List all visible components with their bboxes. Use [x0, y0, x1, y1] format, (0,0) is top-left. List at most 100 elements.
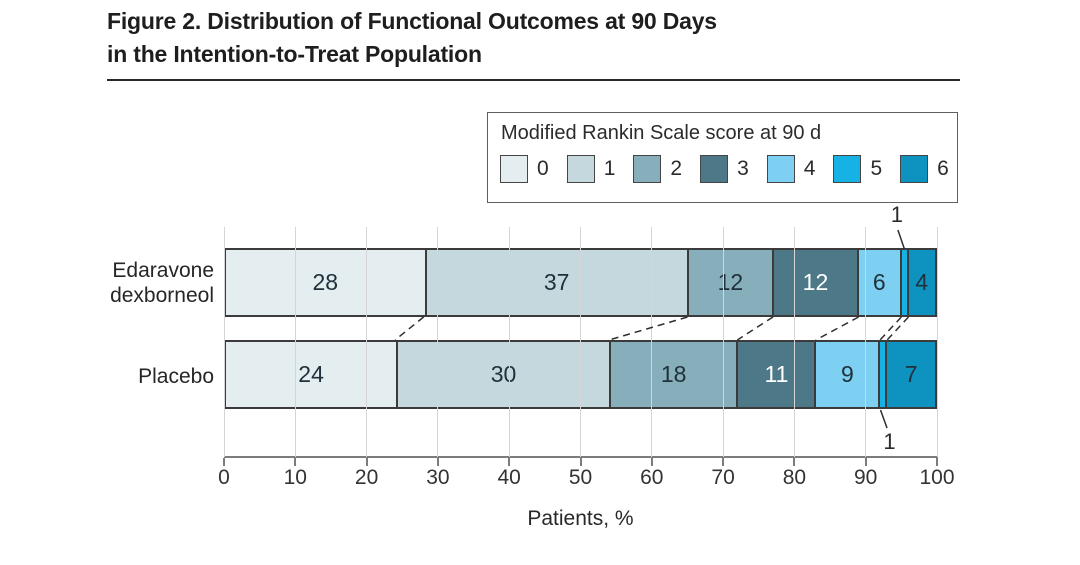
bar-segment-mrs-0: 24 [226, 342, 397, 407]
legend-item: 3 [700, 155, 767, 183]
chart-legend: Modified Rankin Scale score at 90 d 0 1 2 3… [487, 112, 958, 203]
bar-segment-mrs-5 [899, 250, 907, 315]
x-tick-label: 0 [218, 466, 230, 489]
x-tick [936, 458, 938, 466]
x-tick [722, 458, 725, 466]
legend-swatch [566, 155, 595, 183]
x-tick [793, 458, 796, 466]
gridline [294, 227, 296, 457]
bar-segment-mrs-4: 9 [814, 342, 879, 407]
legend-item: 4 [766, 155, 834, 183]
x-tick-label: 50 [568, 466, 593, 489]
gridline [651, 227, 653, 457]
callout-leader [879, 409, 888, 429]
callout-label: 1 [883, 429, 896, 454]
legend-item-label: 6 [937, 157, 949, 180]
legend-item-label: 0 [537, 157, 549, 180]
bar-segment-label: 18 [660, 361, 687, 387]
bar-segment-label: 12 [717, 269, 744, 295]
bar-segment-mrs-6: 7 [885, 342, 935, 407]
legend-items: 0 1 2 3 4 5 6 [500, 155, 967, 183]
gridline [865, 227, 867, 457]
stacked-bar-placebo: 24 30 18 11 9 7 [224, 340, 937, 409]
bar-segment-label: 37 [543, 269, 570, 295]
figure-title-line1: Figure 2. Distribution of Functional Out… [107, 8, 717, 34]
bar-segment-mrs-5 [878, 342, 886, 407]
bar-segment-mrs-1: 30 [396, 342, 609, 407]
gridline [437, 227, 439, 457]
gridline [722, 227, 724, 457]
x-tick [294, 458, 297, 466]
gridline [580, 227, 581, 457]
x-tick-label: 100 [919, 466, 955, 489]
x-tick-label: 70 [711, 466, 735, 489]
x-tick [223, 458, 225, 466]
legend-swatch [766, 155, 795, 183]
bar-segment-mrs-3: 11 [736, 342, 815, 407]
figure-title: Figure 2. Distribution of Functional Out… [107, 5, 717, 71]
legend-item: 5 [833, 155, 900, 183]
category-label-line: dexborneol [110, 284, 214, 307]
figure-title-line2: in the Intention-to-Treat Population [107, 41, 482, 67]
legend-swatch [633, 155, 662, 183]
legend-swatch [500, 155, 528, 183]
bar-segment-mrs-0: 28 [226, 250, 425, 315]
connector-line [394, 316, 425, 341]
x-tick-label: 90 [854, 466, 878, 489]
legend-item: 6 [900, 155, 967, 183]
x-tick [864, 458, 867, 466]
category-label-placebo: Placebo [40, 364, 214, 389]
legend-item-label: 2 [670, 157, 683, 180]
x-tick-label: 10 [283, 466, 307, 489]
bar-segment-mrs-3: 12 [771, 250, 857, 315]
gridline [508, 227, 510, 457]
x-tick [650, 458, 653, 466]
gridline [793, 227, 795, 457]
bar-segment-label: 28 [312, 269, 339, 295]
category-label-line: Placebo [138, 365, 214, 388]
legend-item: 1 [566, 155, 634, 183]
gridline [936, 227, 938, 457]
x-tick [508, 458, 511, 466]
bar-segment-mrs-2: 12 [686, 250, 772, 315]
x-tick-label: 40 [497, 466, 521, 489]
connector-line [886, 316, 910, 341]
gridline [223, 227, 225, 457]
bar-segment-label: 7 [904, 361, 918, 387]
x-tick-label: 20 [354, 466, 379, 489]
bar-segment-mrs-6: 4 [906, 250, 935, 315]
legend-item-label: 1 [603, 157, 616, 180]
bar-segment-mrs-2: 18 [608, 342, 737, 407]
bar-segment-label: 6 [872, 269, 886, 295]
connector-line [736, 316, 774, 341]
x-axis-title: Patients, % [527, 507, 634, 530]
connector-line [608, 316, 688, 341]
bar-segment-label: 30 [490, 361, 517, 387]
legend-item: 0 [500, 155, 567, 183]
legend-item-label: 3 [737, 157, 749, 180]
x-tick-label: 60 [640, 466, 664, 489]
category-label-edaravone-dexborneol: Edaravone dexborneol [40, 258, 214, 308]
bar-segment-label: 24 [298, 361, 324, 387]
bar-segment-mrs-4: 6 [857, 250, 900, 315]
x-axis-line [224, 456, 938, 458]
x-tick-label: 80 [782, 466, 807, 489]
x-tick [436, 458, 439, 466]
legend-swatch [900, 155, 929, 183]
callout-leader [897, 229, 906, 250]
x-tick [365, 458, 368, 466]
category-label-line: Edaravone [112, 259, 214, 282]
bar-segment-label: 9 [840, 361, 854, 387]
connector-line [815, 316, 859, 341]
connector-line [879, 316, 902, 341]
x-tick [579, 458, 582, 466]
legend-title: Modified Rankin Scale score at 90 d [501, 122, 822, 144]
legend-swatch [700, 155, 729, 183]
bar-segment-label: 11 [764, 361, 789, 387]
callout-label: 1 [890, 202, 904, 227]
legend-item-label: 5 [870, 157, 883, 180]
legend-swatch [833, 155, 862, 183]
bar-segment-mrs-1: 37 [424, 250, 687, 315]
bar-segment-label: 4 [915, 269, 929, 295]
